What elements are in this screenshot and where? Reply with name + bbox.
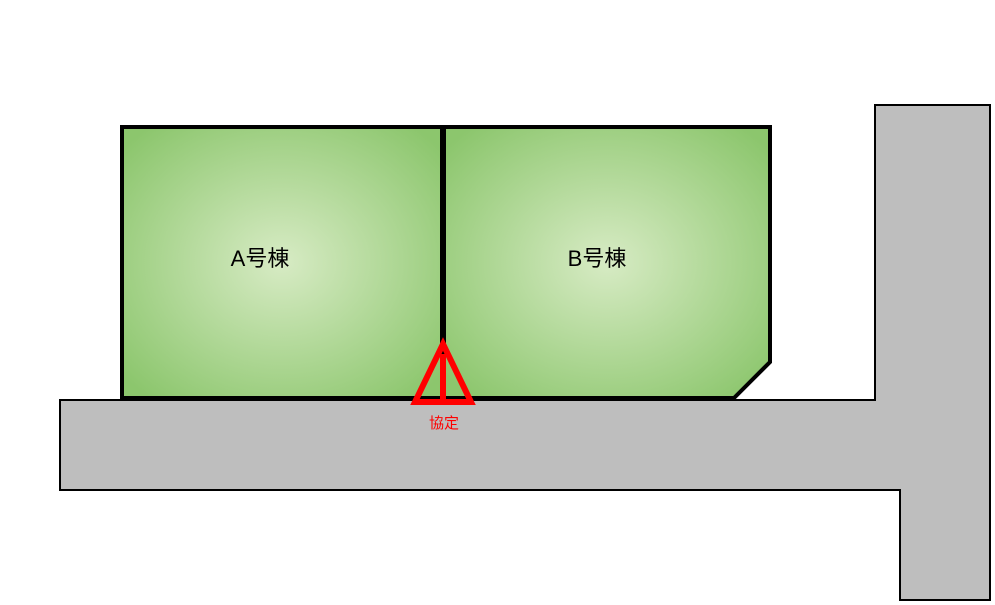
building-a-label: A号棟 [231, 246, 290, 271]
building-b: B号棟 [444, 127, 770, 398]
building-b-label: B号棟 [568, 246, 627, 271]
agreement-label: 協定 [429, 415, 459, 432]
building-a: A号棟 [122, 127, 442, 398]
site-plan-diagram: A号棟 B号棟 協定 [0, 0, 995, 605]
